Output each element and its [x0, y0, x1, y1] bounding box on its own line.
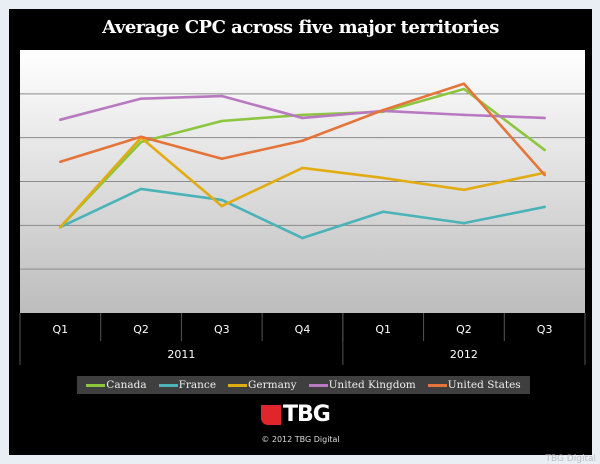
data-point: [543, 205, 546, 209]
data-point: [59, 118, 62, 121]
data-point: [301, 236, 304, 240]
legend-label: France: [178, 379, 217, 391]
x-group-label: 2012: [450, 348, 478, 361]
data-point: [139, 135, 143, 139]
data-point: [139, 187, 143, 191]
data-point: [381, 176, 385, 180]
data-point: [220, 119, 224, 123]
legend-item: Canada: [86, 379, 147, 391]
data-point: [543, 148, 546, 152]
x-tick-label: Q2: [456, 323, 472, 336]
copyright: © 2012 TBG Digital: [261, 435, 340, 444]
data-point: [220, 94, 224, 98]
legend-swatch: [308, 383, 328, 387]
x-tick-label: Q3: [214, 323, 230, 336]
logo-mark-icon: [261, 404, 281, 425]
data-point: [59, 160, 62, 164]
data-point: [301, 116, 304, 120]
data-point: [543, 116, 546, 120]
data-point: [139, 140, 143, 144]
legend-swatch: [427, 383, 447, 387]
legend-label: Germany: [248, 379, 297, 391]
legend-swatch: [228, 383, 248, 387]
legend-item: France: [158, 379, 217, 391]
legend-item: United States: [427, 379, 521, 391]
data-point: [462, 113, 466, 117]
data-point: [301, 139, 304, 143]
data-point: [220, 157, 224, 161]
legend-swatch: [86, 383, 106, 387]
data-point: [301, 166, 304, 170]
data-point: [139, 97, 143, 100]
legend: Canada France Germany United Kingdom United …: [77, 376, 530, 394]
x-tick-label: Q1: [53, 323, 69, 336]
data-point: [381, 108, 385, 112]
logo-text: TBG: [283, 402, 331, 427]
legend-swatch: [158, 383, 178, 387]
data-point: [543, 173, 546, 177]
line-chart: Q1 Q2 Q3 Q4 Q1 Q2 Q3 2011 2012: [19, 50, 586, 365]
x-tick-label: Q2: [133, 323, 149, 336]
legend-item: Germany: [228, 379, 297, 391]
data-point: [59, 225, 62, 229]
data-point: [301, 113, 304, 117]
legend-label: United States: [447, 379, 521, 391]
data-point: [462, 87, 466, 91]
data-point: [220, 198, 224, 202]
legend-label: United Kingdom: [328, 379, 416, 391]
legend-label: Canada: [106, 379, 147, 391]
data-point: [220, 204, 224, 208]
tbg-logo: TBG: [261, 402, 331, 427]
image-credit: TBG Digital: [545, 454, 596, 464]
x-tick-label: Q1: [375, 323, 391, 336]
data-point: [462, 188, 466, 192]
data-point: [462, 82, 466, 86]
chart-title: Average CPC across five major territorie…: [102, 17, 499, 38]
x-tick-label: Q3: [537, 323, 553, 336]
legend-item: United Kingdom: [308, 379, 416, 391]
data-point: [462, 221, 466, 225]
x-group-label: 2011: [167, 348, 195, 361]
chart-panel: Average CPC across five major territorie…: [9, 9, 592, 455]
data-point: [381, 210, 385, 214]
x-tick-label: Q4: [295, 323, 311, 336]
